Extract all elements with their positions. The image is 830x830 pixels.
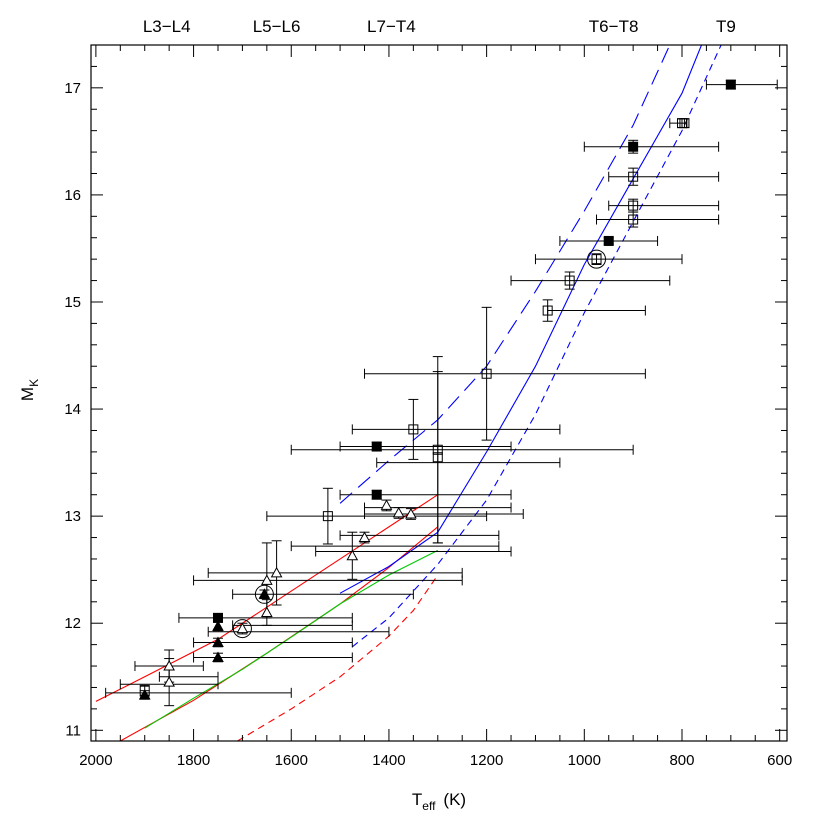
model-curve bbox=[339, 45, 703, 594]
open-triangle-point bbox=[260, 574, 273, 585]
spectral-type-label: T6−T8 bbox=[589, 17, 639, 36]
y-tick-label: 15 bbox=[64, 294, 81, 311]
open-triangle-point bbox=[236, 622, 249, 634]
plot-frame bbox=[90, 44, 788, 742]
y-axis-label: MK bbox=[18, 379, 41, 401]
open-square-point bbox=[628, 200, 639, 211]
model-curve bbox=[120, 526, 439, 741]
open-triangle-point bbox=[380, 499, 393, 510]
filled-square-point bbox=[371, 489, 382, 500]
open-triangle-point bbox=[392, 506, 405, 518]
x-tick-label: 1000 bbox=[568, 752, 601, 769]
model-curves bbox=[95, 45, 722, 741]
open-square-point bbox=[481, 368, 492, 379]
open-triangle-point bbox=[163, 660, 175, 671]
model-curve bbox=[339, 45, 671, 504]
x-tick-label: 1800 bbox=[177, 752, 210, 769]
filled-square-point bbox=[212, 612, 223, 623]
filled-triangle-point bbox=[258, 588, 271, 599]
open-triangle-point bbox=[346, 549, 359, 561]
x-tick-label: 1200 bbox=[470, 752, 503, 769]
y-axis-label-sub: K bbox=[27, 379, 41, 387]
open-square-point bbox=[591, 254, 602, 265]
y-tick-label: 14 bbox=[64, 401, 81, 418]
x-tick-label: 800 bbox=[669, 752, 694, 769]
filled-square-point bbox=[603, 235, 614, 246]
filled-square-point bbox=[371, 441, 382, 452]
tick-labels: 2000 1800 1600 1400 1200 1000 800 600 11 12 13 14 15… bbox=[64, 80, 792, 769]
x-axis-label-sub: eff bbox=[422, 799, 436, 813]
filled-triangle-point bbox=[212, 651, 224, 662]
filled-triangle-point bbox=[138, 688, 151, 700]
circle-marker bbox=[254, 584, 274, 604]
circle-marker bbox=[587, 249, 607, 269]
data-points bbox=[138, 79, 736, 700]
x-tick-label: 600 bbox=[767, 752, 792, 769]
open-triangle-point bbox=[270, 566, 283, 578]
filled-triangle-point bbox=[212, 636, 224, 647]
y-tick-label: 11 bbox=[65, 722, 81, 739]
filled-square-point bbox=[725, 79, 736, 90]
open-square-point bbox=[564, 275, 575, 286]
model-curve bbox=[351, 45, 722, 648]
x-axis-label: Teff (K) bbox=[412, 790, 466, 813]
x-tick-label: 1400 bbox=[372, 752, 405, 769]
open-square-point bbox=[628, 171, 639, 182]
open-square-point bbox=[322, 511, 333, 522]
x-axis-label-main: T bbox=[412, 790, 422, 809]
model-curve bbox=[95, 494, 439, 702]
y-tick-label: 16 bbox=[64, 187, 81, 204]
spectral-type-label: T9 bbox=[716, 17, 736, 36]
y-tick-label: 13 bbox=[64, 508, 81, 525]
error-bars bbox=[105, 79, 778, 707]
model-curve bbox=[144, 549, 439, 729]
y-tick-label: 12 bbox=[64, 615, 81, 632]
open-triangle-point bbox=[260, 606, 273, 618]
axis-ticks bbox=[91, 44, 787, 741]
open-square-point bbox=[432, 444, 443, 455]
x-tick-label: 1600 bbox=[275, 752, 308, 769]
open-square-point bbox=[542, 305, 553, 316]
y-tick-label: 17 bbox=[64, 80, 81, 97]
open-triangle-point bbox=[358, 531, 371, 543]
x-tick-label: 2000 bbox=[79, 752, 112, 769]
open-square-point bbox=[432, 452, 443, 463]
filled-triangle-point bbox=[212, 620, 224, 631]
filled-square-point bbox=[628, 141, 639, 152]
open-square-point bbox=[679, 118, 690, 129]
spectral-type-label: L7−T4 bbox=[367, 17, 416, 36]
model-curve bbox=[237, 574, 439, 741]
x-axis-label-unit: (K) bbox=[443, 790, 466, 809]
spectral-type-label: L5−L6 bbox=[253, 17, 301, 36]
spectral-type-labels: L3−L4 L5−L6 L7−T4 T6−T8 T9 bbox=[143, 17, 736, 36]
open-triangle-point bbox=[405, 507, 417, 519]
spectral-type-label: L3−L4 bbox=[143, 17, 191, 36]
open-square-point bbox=[628, 214, 639, 225]
circle-marker bbox=[232, 619, 252, 639]
open-square-point bbox=[139, 685, 150, 696]
open-square-point bbox=[408, 424, 419, 435]
y-axis-label-main: M bbox=[18, 387, 37, 401]
open-triangle-point bbox=[163, 676, 175, 687]
